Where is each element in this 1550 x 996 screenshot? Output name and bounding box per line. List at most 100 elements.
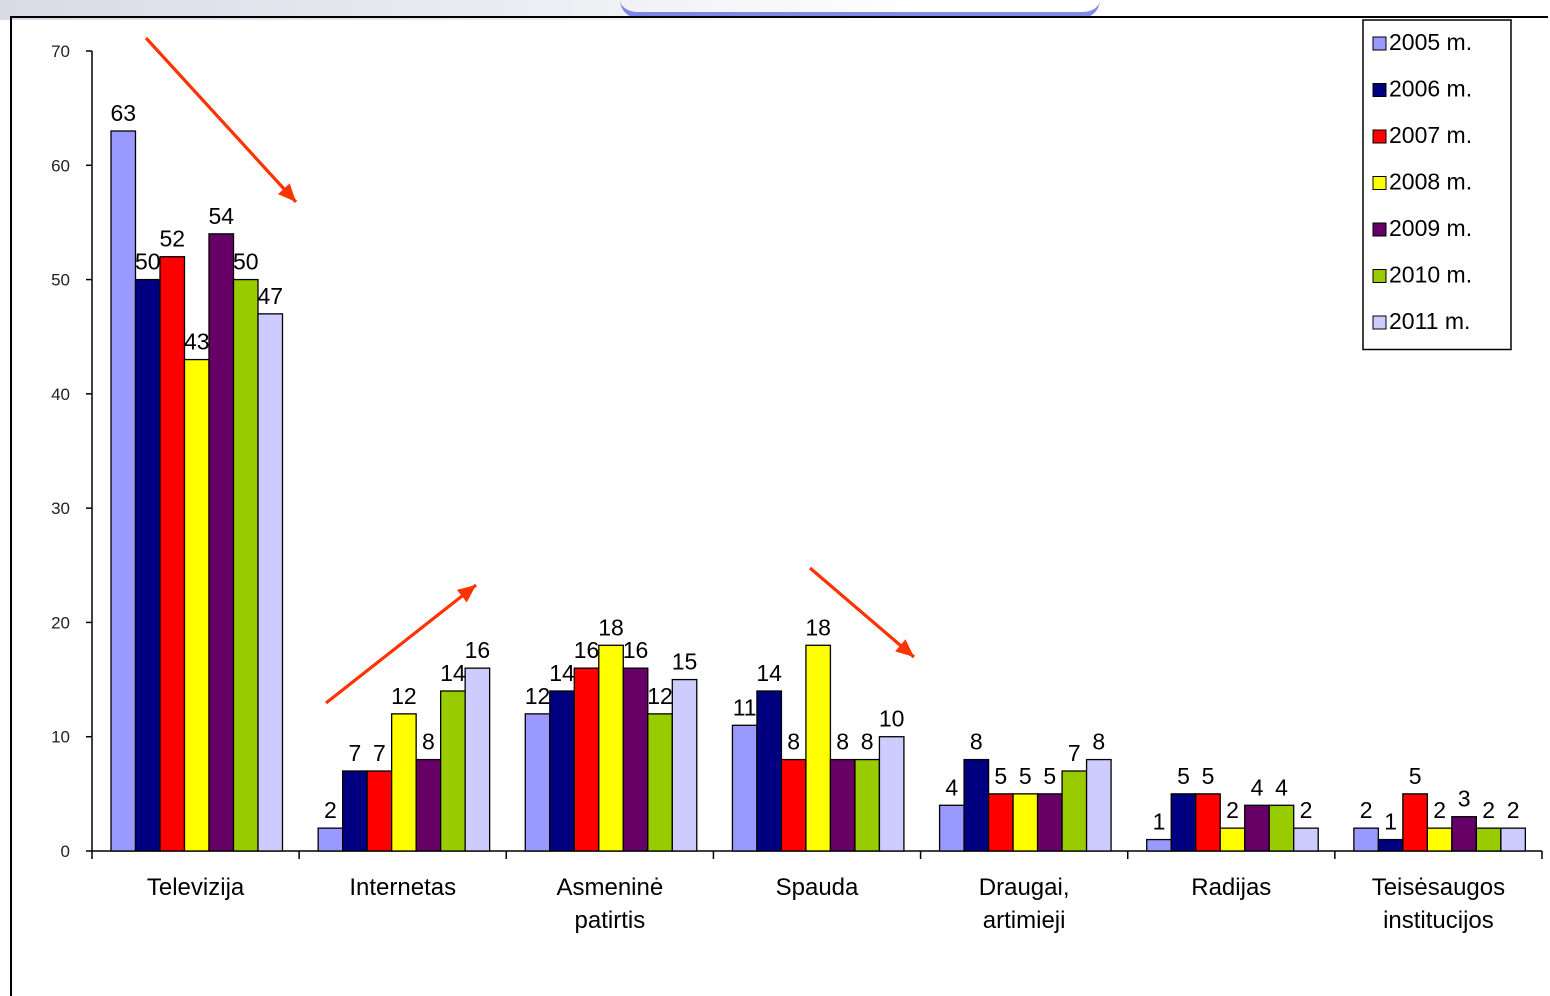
bar (731, 724, 758, 852)
y-tick-label: 60 (51, 156, 70, 175)
bar (1244, 804, 1270, 852)
legend-swatch (1372, 129, 1387, 144)
bar (1219, 827, 1246, 852)
data-label: 5 (994, 763, 1007, 789)
data-label: 11 (733, 694, 757, 720)
bar (1475, 827, 1502, 852)
bar (341, 770, 368, 852)
data-label: 16 (623, 637, 649, 663)
bar (183, 358, 210, 852)
bar (1377, 838, 1404, 852)
legend-swatch (1372, 315, 1387, 330)
data-label: 1 (1384, 809, 1397, 835)
legend-swatch (1372, 269, 1387, 283)
bar (317, 827, 344, 852)
data-label: 18 (598, 614, 624, 640)
bar (780, 758, 807, 852)
legend-label: 2005 m. (1389, 29, 1472, 55)
y-tick-label: 0 (61, 842, 70, 861)
data-label: 15 (672, 649, 698, 675)
data-label: 5 (1202, 763, 1215, 789)
bar (1170, 793, 1197, 852)
bar (134, 278, 161, 852)
data-label: 52 (159, 226, 185, 252)
legend-swatch (1372, 83, 1387, 97)
bar (1353, 827, 1380, 852)
y-tick-label: 20 (51, 613, 70, 632)
data-label: 7 (373, 740, 386, 766)
category-label: Asmeninė (556, 874, 663, 901)
bar (671, 678, 698, 852)
category-label: artimieji (983, 907, 1066, 934)
data-label: 10 (879, 706, 905, 732)
arrow-head-icon (895, 639, 914, 657)
bar (829, 758, 856, 852)
data-label: 7 (348, 740, 361, 766)
data-label: 12 (525, 683, 551, 709)
bar (159, 256, 186, 852)
data-label: 1 (1153, 809, 1166, 835)
bar (1085, 758, 1112, 852)
bar (439, 690, 466, 852)
legend-label: 2006 m. (1389, 76, 1472, 102)
data-label: 5 (1409, 763, 1422, 789)
legend-swatch (1372, 222, 1387, 237)
bar (549, 690, 575, 852)
bar (938, 804, 965, 852)
data-label: 63 (110, 100, 136, 126)
data-label: 54 (208, 203, 234, 229)
data-label: 5 (1043, 763, 1056, 789)
data-label: 5 (1177, 763, 1190, 789)
annotation-arrow-down (144, 36, 298, 204)
bar (257, 313, 284, 852)
data-label: 47 (257, 283, 283, 309)
bar (598, 644, 624, 852)
category-label: Teisėsaugos (1372, 874, 1505, 901)
data-label: 2 (1507, 797, 1520, 823)
slide-title-fragment (620, 0, 1100, 18)
y-tick-label: 70 (51, 42, 70, 61)
bar (208, 233, 235, 852)
data-label: 12 (647, 683, 673, 709)
data-label: 8 (422, 729, 435, 755)
bar (464, 667, 491, 852)
data-label: 8 (787, 729, 800, 755)
data-label: 8 (836, 729, 849, 755)
y-tick-label: 10 (51, 728, 70, 747)
bar (963, 758, 990, 852)
data-label: 7 (1068, 740, 1081, 766)
data-label: 2 (1226, 797, 1239, 823)
bar (647, 713, 673, 852)
bar (524, 713, 551, 852)
data-label: 2 (324, 797, 337, 823)
data-label: 4 (1275, 774, 1288, 800)
bar (805, 644, 832, 852)
legend-swatch (1372, 176, 1387, 190)
category-label: Draugai, (979, 874, 1070, 901)
data-label: 14 (756, 660, 782, 686)
bar (232, 278, 259, 852)
data-label: 8 (1092, 729, 1105, 755)
data-label: 8 (970, 729, 983, 755)
bar (1451, 816, 1478, 852)
bar (110, 130, 137, 852)
category-label: Internetas (349, 874, 456, 901)
bar (366, 770, 393, 852)
data-label: 16 (574, 637, 600, 663)
data-label: 18 (805, 614, 831, 640)
legend-label: 2010 m. (1389, 262, 1472, 288)
legend-label: 2007 m. (1389, 122, 1472, 148)
category-label: Televizija (147, 874, 245, 901)
data-label: 14 (440, 660, 466, 686)
data-label: 50 (135, 249, 161, 275)
bar (573, 667, 600, 852)
bar (1402, 793, 1429, 852)
bar (1061, 770, 1088, 852)
data-label: 5 (1019, 763, 1032, 789)
data-label: 12 (391, 683, 417, 709)
y-tick-label: 30 (51, 499, 70, 518)
data-label: 4 (1251, 774, 1264, 800)
data-label: 3 (1458, 786, 1471, 812)
category-label: Spauda (776, 874, 859, 901)
